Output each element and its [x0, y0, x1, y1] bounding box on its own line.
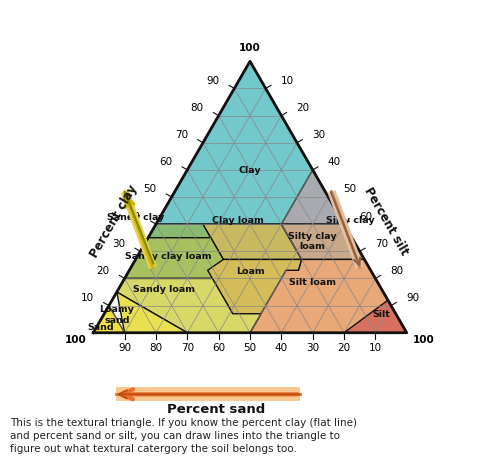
Text: Silty clay: Silty clay: [326, 216, 374, 225]
Text: 10: 10: [369, 343, 382, 352]
Text: Percent sand: Percent sand: [168, 402, 266, 415]
Text: 80: 80: [390, 265, 404, 275]
Text: 40: 40: [328, 157, 340, 167]
Text: 80: 80: [150, 343, 162, 352]
Text: 100: 100: [239, 43, 261, 53]
Text: Percent silt: Percent silt: [362, 184, 411, 257]
Text: Loamy
sand: Loamy sand: [100, 305, 134, 324]
Polygon shape: [94, 306, 124, 333]
Text: Clay loam: Clay loam: [212, 216, 264, 225]
Text: 40: 40: [275, 343, 288, 352]
Text: 90: 90: [118, 343, 131, 352]
Text: Sandy clay loam: Sandy clay loam: [126, 251, 212, 260]
Text: 100: 100: [65, 335, 87, 344]
Text: Percent clay: Percent clay: [88, 182, 140, 259]
Text: Sandy clay: Sandy clay: [107, 213, 164, 222]
Text: 20: 20: [96, 265, 110, 275]
Text: This is the textural triangle. If you know the percent clay (flat line)
and perc: This is the textural triangle. If you kn…: [10, 417, 357, 453]
Text: 20: 20: [338, 343, 350, 352]
Text: 70: 70: [181, 343, 194, 352]
Text: Loam: Loam: [236, 266, 264, 275]
Text: 40: 40: [128, 211, 141, 221]
Text: 90: 90: [206, 75, 220, 86]
Polygon shape: [282, 225, 364, 260]
Text: Sandy loam: Sandy loam: [133, 285, 195, 294]
Text: 100: 100: [413, 335, 435, 344]
Text: Clay: Clay: [238, 166, 262, 175]
Polygon shape: [344, 300, 406, 333]
Text: Sand: Sand: [87, 322, 114, 331]
Text: 50: 50: [344, 184, 356, 194]
Text: 70: 70: [175, 130, 188, 140]
Polygon shape: [282, 170, 344, 225]
Text: Silt loam: Silt loam: [289, 277, 336, 286]
Text: 30: 30: [312, 130, 325, 140]
Text: 70: 70: [374, 238, 388, 248]
Text: 10: 10: [81, 292, 94, 302]
Text: 30: 30: [112, 238, 126, 248]
Polygon shape: [124, 238, 224, 279]
Text: 60: 60: [160, 157, 172, 167]
Polygon shape: [117, 293, 188, 333]
Polygon shape: [203, 225, 302, 260]
Polygon shape: [250, 260, 406, 333]
Text: 10: 10: [280, 75, 293, 86]
Polygon shape: [148, 184, 211, 238]
Text: 50: 50: [244, 343, 256, 352]
Polygon shape: [117, 279, 261, 333]
Text: 30: 30: [306, 343, 319, 352]
Text: 90: 90: [406, 292, 419, 302]
Polygon shape: [208, 260, 302, 314]
Text: 50: 50: [144, 184, 156, 194]
Polygon shape: [156, 62, 344, 225]
Text: 60: 60: [359, 211, 372, 221]
Text: 80: 80: [190, 103, 203, 113]
Text: Silt: Silt: [372, 310, 390, 319]
Text: Silty clay
loam: Silty clay loam: [288, 231, 337, 250]
Text: 60: 60: [212, 343, 225, 352]
Text: 20: 20: [296, 103, 310, 113]
